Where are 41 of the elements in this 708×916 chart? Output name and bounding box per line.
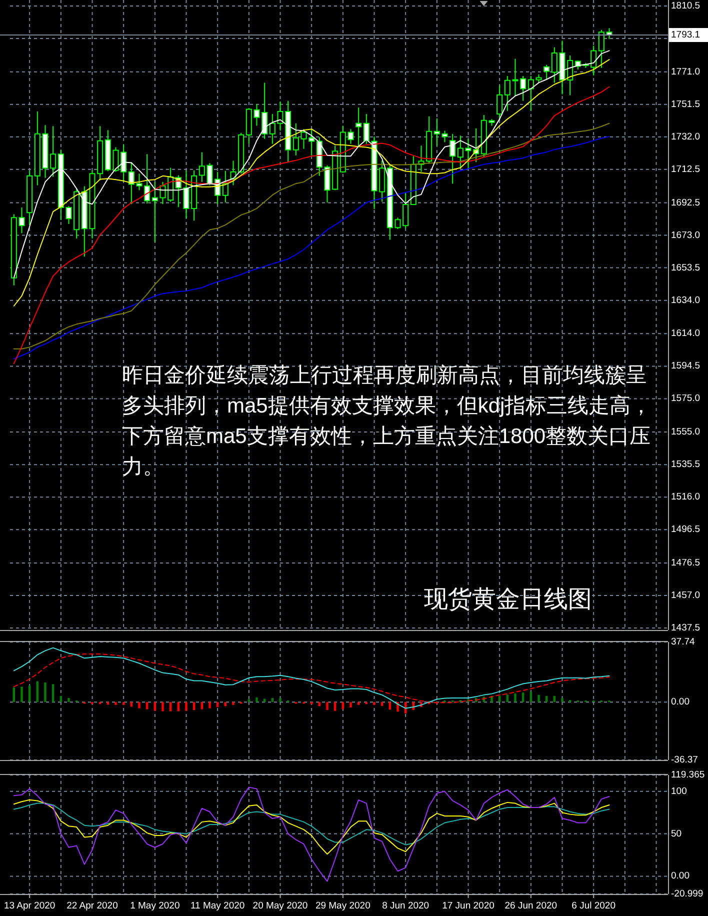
y-tick-label: 37.74 — [671, 636, 695, 648]
y-tick-label: 0.00 — [671, 696, 690, 708]
y-tick-label: 1751.5 — [671, 98, 700, 110]
x-tick-label: 11 May 2020 — [190, 900, 245, 912]
x-tick-label: 13 Apr 2020 — [4, 900, 56, 912]
y-tick-label: 1634.0 — [671, 294, 700, 306]
x-tick-label: 20 May 2020 — [252, 900, 308, 912]
annotation: 现货黄金日线图 — [424, 586, 592, 613]
x-tick-label: 29 May 2020 — [315, 900, 370, 912]
annotation: 昨日金价延续震荡上行过程再度刷新高点，目前均线簇呈多头排列，ma5提供有效支撑效果，但kdj指标三线走高，下方留意ma5支撑有效性，上方重点关注1800整数关口压力。 — [122, 364, 652, 478]
x-tick-label: 6 Jul 2020 — [572, 900, 616, 912]
y-tick-label: 1555.0 — [671, 426, 700, 438]
y-tick-label: 1516.0 — [671, 492, 700, 503]
y-tick-label: 1732.0 — [671, 131, 700, 142]
y-tick-label: 50 — [671, 828, 682, 840]
x-tick-label: 8 Jun 2020 — [382, 900, 430, 912]
y-tick-label: 1575.0 — [671, 393, 700, 404]
ref-label: 1793.1 — [669, 28, 708, 42]
y-tick-label: 1712.5 — [671, 164, 700, 175]
y-tick-label: 1771.0 — [671, 66, 700, 78]
y-tick-label: 1673.0 — [671, 230, 700, 241]
x-tick-label: 17 Jun 2020 — [442, 900, 494, 912]
x-tick-label: 26 Jun 2020 — [504, 900, 558, 912]
y-tick-label: 1594.5 — [671, 360, 700, 372]
y-tick-label: 1476.5 — [671, 557, 700, 568]
ref-line-label: 1793.1 — [671, 30, 700, 41]
x-tick-label: 22 Apr 2020 — [66, 900, 118, 912]
y-tick-label: 1653.5 — [671, 262, 700, 274]
y-tick-label: 1457.0 — [671, 590, 700, 601]
y-tick-label: -36.37 — [671, 754, 698, 766]
y-tick-label: 119.365 — [671, 770, 705, 780]
y-tick-label: 1810.5 — [671, 0, 700, 12]
y-tick-label: 0.00 — [671, 870, 690, 882]
y-tick-label: 1535.5 — [671, 459, 700, 470]
y-tick-label: 100 — [671, 786, 687, 797]
y-tick-label: 1692.5 — [671, 197, 700, 208]
y-tick-label: 1437.5 — [671, 622, 700, 634]
y-tick-label: 1496.5 — [671, 524, 700, 536]
x-tick-label: 1 May 2020 — [130, 900, 180, 912]
y-tick-label: -20.999 — [671, 888, 704, 900]
y-tick-label: 1614.0 — [671, 328, 700, 340]
